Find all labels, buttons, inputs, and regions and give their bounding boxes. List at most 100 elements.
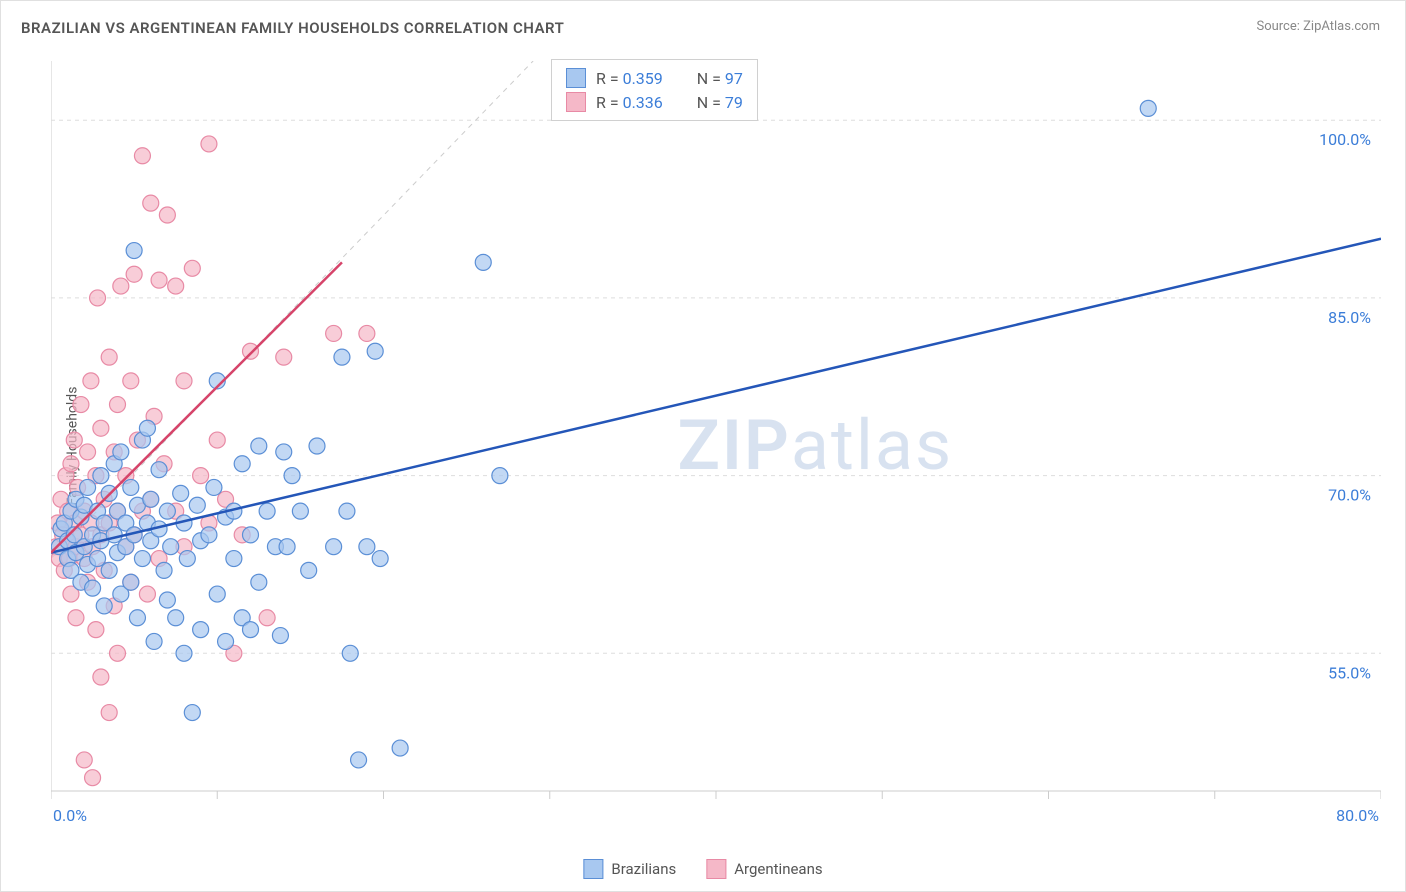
- data-point: [176, 373, 192, 389]
- data-point: [334, 349, 350, 365]
- data-point: [276, 349, 292, 365]
- data-point: [168, 278, 184, 294]
- data-point: [189, 497, 205, 513]
- data-point: [243, 343, 259, 359]
- data-point: [209, 586, 225, 602]
- data-point: [259, 503, 275, 519]
- data-point: [475, 254, 491, 270]
- stats-r-label: R = 0.359: [596, 69, 663, 88]
- data-point: [113, 278, 129, 294]
- data-point: [83, 373, 99, 389]
- data-point: [184, 705, 200, 721]
- data-point: [351, 752, 367, 768]
- data-point: [326, 325, 342, 341]
- data-point: [201, 527, 217, 543]
- data-point: [492, 468, 508, 484]
- data-point: [106, 527, 122, 543]
- data-point: [88, 622, 104, 638]
- legend-label: Argentineans: [734, 860, 822, 878]
- data-point: [193, 468, 209, 484]
- data-point: [110, 397, 126, 413]
- data-point: [123, 373, 139, 389]
- data-point: [339, 503, 355, 519]
- data-point: [143, 195, 159, 211]
- svg-text:85.0%: 85.0%: [1328, 308, 1371, 327]
- data-point: [168, 610, 184, 626]
- data-point: [96, 598, 112, 614]
- data-point: [139, 586, 155, 602]
- data-point: [123, 574, 139, 590]
- svg-text:80.0%: 80.0%: [1336, 806, 1379, 825]
- data-point: [101, 705, 117, 721]
- data-point: [301, 562, 317, 578]
- data-point: [68, 610, 84, 626]
- svg-text:100.0%: 100.0%: [1319, 130, 1371, 149]
- data-point: [276, 444, 292, 460]
- legend-item: Argentineans: [706, 859, 822, 879]
- data-point: [90, 290, 106, 306]
- chart-source: Source: ZipAtlas.com: [1256, 19, 1380, 34]
- data-point: [372, 551, 388, 567]
- svg-text:0.0%: 0.0%: [53, 806, 87, 825]
- data-point: [272, 628, 288, 644]
- data-point: [151, 272, 167, 288]
- data-point: [93, 420, 109, 436]
- data-point: [359, 539, 375, 555]
- data-point: [156, 562, 172, 578]
- data-point: [143, 491, 159, 507]
- data-point: [63, 456, 79, 472]
- data-point: [101, 562, 117, 578]
- data-point: [259, 610, 275, 626]
- bottom-legend: Brazilians Argentineans: [583, 859, 822, 879]
- data-point: [80, 444, 96, 460]
- data-point: [159, 207, 175, 223]
- data-point: [176, 645, 192, 661]
- data-point: [173, 485, 189, 501]
- data-point: [206, 479, 222, 495]
- data-point: [359, 325, 375, 341]
- stats-row: R = 0.359N = 97: [566, 66, 743, 90]
- stats-box: R = 0.359N = 97 R = 0.336 N = 79: [551, 59, 758, 121]
- data-point: [234, 456, 250, 472]
- stats-row: R = 0.336 N = 79: [566, 90, 743, 114]
- data-point: [251, 438, 267, 454]
- data-point: [126, 243, 142, 259]
- data-point: [80, 479, 96, 495]
- data-point: [90, 551, 106, 567]
- data-point: [146, 633, 162, 649]
- data-point: [151, 462, 167, 478]
- data-point: [279, 539, 295, 555]
- data-point: [159, 503, 175, 519]
- data-point: [66, 432, 82, 448]
- data-point: [93, 468, 109, 484]
- data-point: [309, 438, 325, 454]
- svg-text:55.0%: 55.0%: [1328, 663, 1371, 682]
- trendline: [51, 239, 1381, 553]
- data-point: [284, 468, 300, 484]
- legend-label: Brazilians: [611, 860, 676, 878]
- chart-title: BRAZILIAN VS ARGENTINEAN FAMILY HOUSEHOL…: [21, 19, 564, 37]
- stats-r-label: R = 0.336: [596, 93, 663, 112]
- data-point: [139, 420, 155, 436]
- data-point: [123, 479, 139, 495]
- data-point: [129, 610, 145, 626]
- data-point: [85, 770, 101, 786]
- data-point: [226, 551, 242, 567]
- data-point: [159, 592, 175, 608]
- data-point: [179, 551, 195, 567]
- data-point: [292, 503, 308, 519]
- data-point: [134, 148, 150, 164]
- data-point: [101, 349, 117, 365]
- chart-container: BRAZILIAN VS ARGENTINEAN FAMILY HOUSEHOL…: [0, 0, 1406, 892]
- data-point: [251, 574, 267, 590]
- data-point: [134, 551, 150, 567]
- stats-n-label: N = 79: [697, 93, 743, 112]
- data-point: [126, 266, 142, 282]
- data-point: [209, 432, 225, 448]
- data-point: [392, 740, 408, 756]
- data-point: [85, 580, 101, 596]
- data-point: [243, 622, 259, 638]
- data-point: [113, 444, 129, 460]
- data-point: [163, 539, 179, 555]
- data-point: [110, 645, 126, 661]
